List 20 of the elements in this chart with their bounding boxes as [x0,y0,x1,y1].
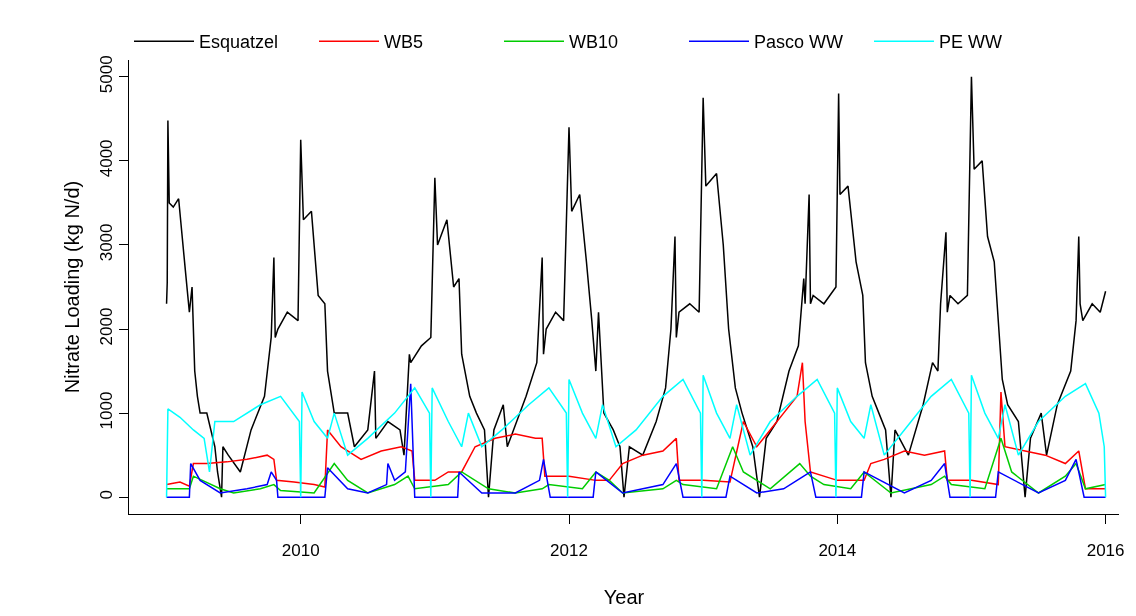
y-tick-label: 1000 [97,391,117,430]
legend-label: Esquatzel [199,32,279,53]
line-series [165,361,1107,490]
x-tick-label: 2010 [281,541,320,561]
legend-label: WB10 [569,32,619,53]
y-tick-label: 3000 [97,223,117,262]
y-tick-label: 5000 [97,55,117,94]
legend-label: Pasco WW [754,32,844,53]
y-axis-title: Nitrate Loading (kg N/d) [60,180,83,394]
y-tick-label: 4000 [97,139,117,178]
y-tick-label: 0 [97,489,117,500]
legend-label: WB5 [384,32,424,53]
x-axis-title: Year [603,585,645,608]
x-tick-label: 2014 [818,541,857,561]
x-tick-label: 2012 [550,541,588,561]
x-tick-label: 2016 [1086,541,1125,561]
legend-label: PE WW [939,32,1002,53]
y-tick-label: 2000 [97,307,117,346]
line-series [165,76,1107,498]
line-series [165,437,1107,494]
